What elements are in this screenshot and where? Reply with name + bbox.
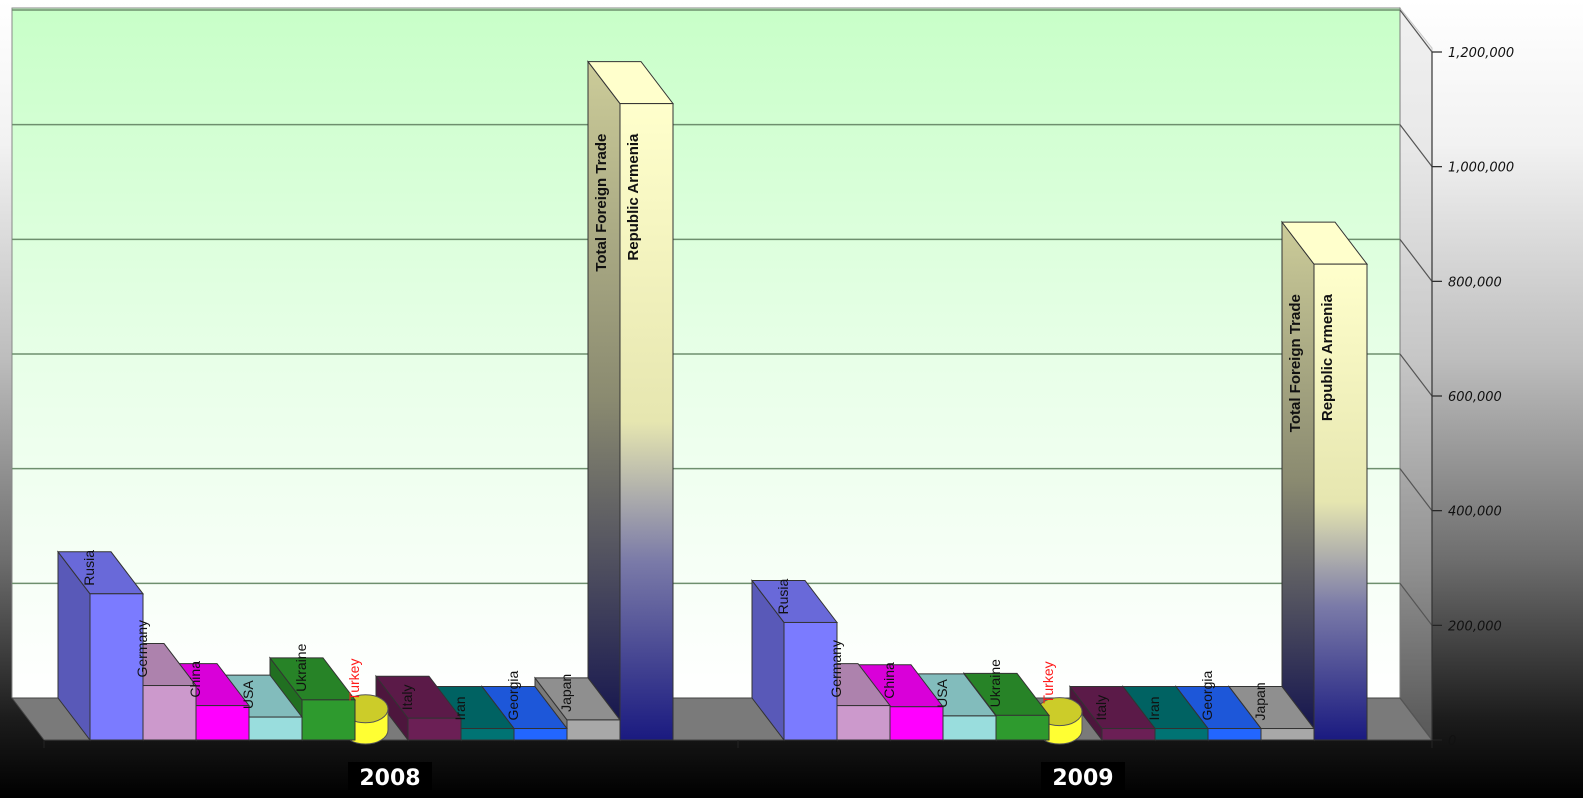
category-labels: 2008 2009 bbox=[348, 762, 1125, 791]
gridline-side-800000 bbox=[1399, 238, 1433, 282]
gridlines bbox=[12, 9, 1433, 741]
series-label-turkey: Turkey bbox=[1040, 661, 1056, 703]
bar-front bbox=[1260, 728, 1315, 741]
gridline-side-200000 bbox=[1399, 582, 1433, 626]
bar-italy-2008 bbox=[374, 674, 463, 742]
bar-front bbox=[513, 728, 568, 741]
series-label-rusia: Rusia bbox=[775, 578, 791, 614]
bar-front bbox=[301, 699, 356, 741]
series-label-iran: Iran bbox=[452, 696, 468, 720]
series-label-italy: Italy bbox=[1093, 695, 1109, 721]
bar-labels: Total Foreign Trade Republic Armenia Japan… bbox=[81, 133, 1336, 721]
bars bbox=[56, 60, 1369, 745]
total-label: Total Foreign Trade bbox=[1287, 294, 1304, 432]
series-label-germany: Germany bbox=[828, 640, 844, 698]
bar-front bbox=[566, 719, 621, 741]
series-label-italy: Italy bbox=[399, 685, 415, 711]
total-label: Republic Armenia bbox=[1319, 293, 1336, 421]
series-label-germany: Germany bbox=[134, 620, 150, 678]
bar-front bbox=[1313, 263, 1368, 741]
bar-front bbox=[407, 717, 462, 741]
bar-total-foreign-trade-republic-armenia-2008 bbox=[586, 60, 675, 742]
bar-rusia-2008 bbox=[56, 550, 145, 742]
ytick-label: 0 bbox=[1448, 734, 1456, 749]
bar-front bbox=[942, 715, 997, 741]
series-label-iran: Iran bbox=[1146, 696, 1162, 720]
series-label-georgia: Georgia bbox=[1199, 671, 1215, 721]
bar-front bbox=[783, 621, 838, 741]
series-label-georgia: Georgia bbox=[505, 671, 521, 721]
bar-front bbox=[142, 685, 197, 741]
gridline-side-0 bbox=[1399, 697, 1433, 741]
series-label-china: China bbox=[881, 662, 897, 699]
bar-front bbox=[195, 705, 250, 741]
total-label: Total Foreign Trade bbox=[593, 134, 610, 272]
bar-front bbox=[248, 716, 303, 741]
bar-front bbox=[889, 706, 944, 741]
bar-front bbox=[995, 714, 1050, 741]
series-label-rusia: Rusia bbox=[81, 550, 97, 586]
bar-front bbox=[619, 103, 674, 741]
series-label-japan: Japan bbox=[558, 674, 574, 712]
ytick-label: 400,000 bbox=[1448, 505, 1502, 520]
ytick-label: 1,200,000 bbox=[1448, 46, 1514, 61]
bar-italy-2009 bbox=[1068, 685, 1157, 742]
ytick-label: 1,000,000 bbox=[1448, 161, 1514, 176]
category-label: 2008 bbox=[359, 766, 420, 791]
bar-total-foreign-trade-republic-armenia-2009 bbox=[1280, 220, 1369, 742]
series-label-japan: Japan bbox=[1252, 682, 1268, 720]
bar-front bbox=[1207, 728, 1262, 741]
category-label: 2009 bbox=[1052, 766, 1113, 791]
back-wall bbox=[11, 7, 1401, 699]
bar-front bbox=[460, 728, 515, 741]
bar-front bbox=[1101, 728, 1156, 741]
ytick-label: 200,000 bbox=[1448, 619, 1502, 634]
bar-front bbox=[1154, 728, 1209, 741]
total-label: Republic Armenia bbox=[625, 133, 642, 261]
gridline-side-1000000 bbox=[1399, 124, 1433, 168]
series-label-china: China bbox=[187, 661, 203, 698]
chart-walls bbox=[10, 6, 1434, 742]
ytick-label: 600,000 bbox=[1448, 390, 1502, 405]
category-label-bg bbox=[1041, 762, 1125, 790]
series-label-ukraine: Ukraine bbox=[987, 659, 1003, 707]
series-label-turkey: Turkey bbox=[346, 659, 362, 701]
series-label-ukraine: Ukraine bbox=[293, 643, 309, 691]
ytick-label: 800,000 bbox=[1448, 275, 1502, 290]
gridline-side-600000 bbox=[1399, 353, 1433, 397]
bar-front bbox=[836, 705, 891, 741]
bar-rusia-2009 bbox=[750, 578, 839, 742]
gridline-side-400000 bbox=[1399, 468, 1433, 512]
gridline-side-1200000 bbox=[1399, 9, 1433, 53]
series-label-usa: USA bbox=[934, 678, 950, 707]
y-axis: 0 200,000 400,000 600,000 800,000 1,000,000 1,… bbox=[43, 46, 1514, 749]
bar-front bbox=[89, 593, 144, 741]
series-label-usa: USA bbox=[240, 680, 256, 709]
category-label-bg bbox=[348, 762, 432, 790]
side-wall bbox=[1399, 6, 1433, 742]
